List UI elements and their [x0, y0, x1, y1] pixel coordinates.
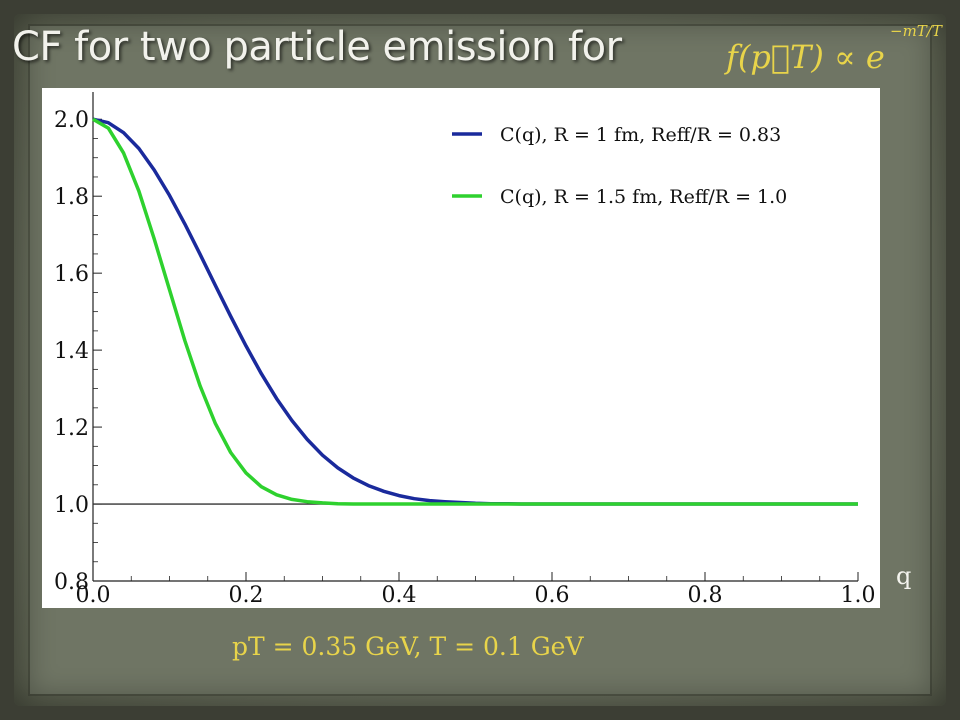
x-tick-label: 0.6 [535, 583, 570, 608]
y-tick-label: 2.0 [54, 108, 89, 133]
title-formula: f(p⃗T) ∝ e −mT/T [726, 24, 942, 77]
series-group [92, 117, 858, 506]
x-tick-label: 0.8 [688, 583, 723, 608]
slide-title-text: CF for two particle emission for [12, 24, 622, 70]
correlation-function-chart: 0.0 0.2 0.4 0.6 0.8 1.00.81.01.21.41.61.82.0 … [54, 92, 876, 608]
legend-label-2: C(q), R = 1.5 fm, Reff/R = 1.0 [500, 186, 787, 208]
y-tick-label: 1.8 [54, 185, 89, 210]
series-line-2 [92, 117, 858, 506]
title-formula-base: f(p⃗T) ∝ e [726, 38, 885, 76]
series-line-1 [92, 117, 858, 506]
x-tick-label: 0.0 [76, 583, 111, 608]
legend-label-1: C(q), R = 1 fm, Reff/R = 0.83 [500, 124, 781, 146]
axes-group: 0.0 0.2 0.4 0.6 0.8 1.0 0.8 1.0 1.2 1.4 1.6 1.8 2.0 [54, 92, 876, 608]
title-formula-exponent: −mT/T [890, 22, 942, 40]
x-tick-label: 1.0 [841, 583, 876, 608]
plot-panel: 0.0 0.2 0.4 0.6 0.8 1.0 0.8 1.0 1.2 1.4 1.6 1.8 2.0 … [42, 88, 880, 608]
y-tick-label: 1.6 [54, 262, 89, 287]
legend: C(q), R = 1 fm, Reff/R = 0.83 C(q), R = 1… [452, 124, 787, 208]
x-tick-label: 0.2 [229, 583, 264, 608]
y-tick-label: 1.4 [54, 339, 89, 364]
y-tick-label: 1.0 [54, 493, 89, 518]
x-axis-label: q [896, 562, 912, 590]
slide-title: CF for two particle emission for [12, 22, 622, 82]
y-tick-label: 1.2 [54, 416, 89, 441]
y-tick-label: 0.8 [54, 570, 89, 595]
parameters-caption: pT = 0.35 GeV, T = 0.1 GeV [232, 632, 584, 661]
x-tick-label: 0.4 [382, 583, 417, 608]
